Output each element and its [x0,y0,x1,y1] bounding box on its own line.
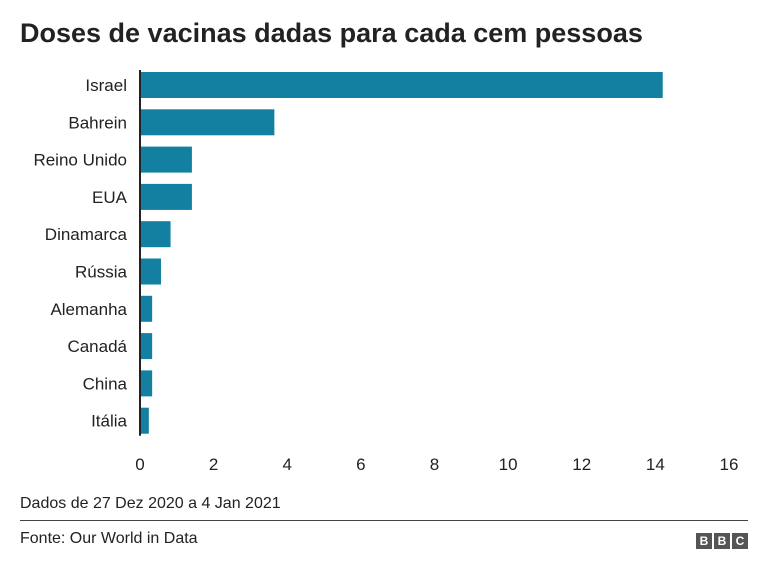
bar [140,295,153,322]
category-label: Reino Unido [33,151,127,170]
category-label: Alemanha [50,300,127,319]
bar [140,146,192,173]
x-tick-label: 12 [572,455,591,474]
logo-letter: C [732,533,748,549]
date-range-note: Dados de 27 Dez 2020 a 4 Jan 2021 [20,495,281,512]
category-label: Canadá [67,337,127,356]
category-label: EUA [92,188,128,207]
x-tick-label: 4 [283,455,292,474]
bar-chart: Israel Bahrein Reino Unido EUA Dinamarca Rúss… [33,70,739,474]
x-tick-label: 8 [430,455,439,474]
category-label: Israel [85,76,127,95]
bar [140,258,161,285]
category-label: Bahrein [68,113,127,132]
x-tick-label: 16 [720,455,739,474]
bar [140,109,275,136]
x-tick-label: 10 [499,455,518,474]
chart-title: Doses de vacinas dadas para cada cem pes… [20,18,643,48]
category-label: China [83,374,128,393]
category-label: Dinamarca [45,225,128,244]
bar [140,407,149,434]
source-note: Fonte: Our World in Data [20,530,198,547]
x-tick-label: 6 [356,455,365,474]
bar [140,221,171,248]
category-label: Rússia [75,263,128,282]
x-tick-label: 0 [135,455,144,474]
category-label: Itália [91,412,127,431]
bar [140,370,153,397]
bbc-logo: B B C [696,533,748,549]
logo-letter: B [714,533,730,549]
x-tick-label: 14 [646,455,665,474]
bar [140,333,153,360]
bar [140,72,663,98]
bar [140,183,192,210]
divider [20,520,748,521]
x-tick-label: 2 [209,455,218,474]
logo-letter: B [696,533,712,549]
